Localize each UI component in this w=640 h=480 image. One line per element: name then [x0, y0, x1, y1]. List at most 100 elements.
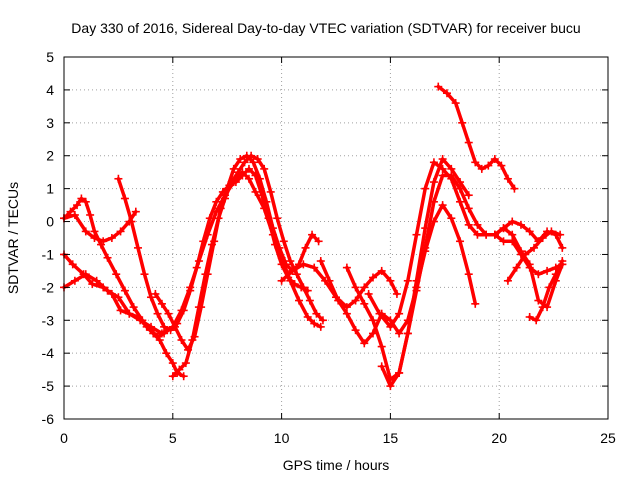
data-point — [214, 214, 223, 223]
data-point — [170, 322, 179, 331]
data-point — [464, 270, 473, 279]
data-point — [275, 243, 284, 252]
data-point — [334, 296, 343, 305]
data-point — [543, 266, 552, 275]
data-point — [244, 174, 253, 183]
y-tick-label: -3 — [42, 312, 55, 328]
data-point — [558, 243, 567, 252]
data-point — [99, 237, 108, 246]
data-point — [221, 194, 230, 203]
data-point — [456, 178, 465, 187]
series-sat-l — [377, 155, 473, 391]
data-point — [90, 234, 99, 242]
series-line — [319, 203, 478, 346]
data-point — [499, 224, 508, 233]
series-line — [436, 84, 517, 191]
data-point — [249, 158, 258, 167]
series-sat-o — [503, 227, 565, 285]
series-line — [171, 153, 325, 378]
data-point — [464, 220, 473, 229]
data-point — [266, 187, 275, 196]
data-point — [147, 326, 156, 335]
data-point — [464, 191, 473, 200]
data-point — [116, 306, 125, 315]
data-point — [179, 372, 188, 381]
data-point — [438, 155, 447, 164]
data-point — [386, 382, 395, 391]
data-point — [81, 197, 90, 206]
y-tick-label: 0 — [46, 214, 54, 230]
data-point — [70, 210, 79, 219]
data-point — [458, 118, 467, 127]
data-point — [530, 243, 539, 252]
data-point — [429, 178, 438, 187]
data-point — [70, 276, 79, 285]
data-point — [299, 260, 308, 269]
series-sat-i — [316, 201, 480, 348]
data-point — [229, 164, 238, 173]
data-point — [262, 197, 271, 206]
y-tick-label: -4 — [42, 345, 55, 361]
grid — [64, 57, 608, 419]
data-point — [260, 164, 269, 173]
data-point — [310, 263, 319, 272]
data-point — [112, 270, 121, 279]
data-point — [473, 230, 482, 239]
data-point — [342, 263, 351, 272]
data-point — [377, 266, 386, 275]
data-point — [471, 299, 480, 308]
data-point — [251, 187, 260, 196]
data-point — [305, 296, 314, 305]
data-point — [81, 270, 90, 279]
data-point — [81, 227, 90, 236]
data-point — [192, 263, 201, 272]
data-point — [244, 164, 253, 173]
x-axis-label: GPS time / hours — [283, 457, 390, 473]
data-point — [497, 161, 506, 170]
data-point — [510, 184, 519, 193]
data-point — [421, 224, 430, 233]
data-point — [447, 214, 456, 223]
data-point — [395, 368, 404, 377]
data-point — [120, 286, 129, 295]
data-point — [351, 296, 360, 305]
data-point — [471, 158, 480, 167]
data-point — [207, 240, 216, 249]
data-point — [303, 312, 312, 321]
x-tick-label: 15 — [383, 430, 399, 446]
y-axis-label: SDTVAR / TECUs — [5, 182, 21, 294]
data-point — [131, 207, 140, 216]
data-point — [162, 349, 171, 358]
data-point — [360, 339, 369, 348]
plot-frame — [63, 56, 609, 420]
data-point — [456, 237, 465, 246]
data-point — [299, 283, 308, 292]
data-point — [295, 296, 304, 305]
data-point — [247, 151, 256, 160]
data-point — [168, 372, 177, 381]
data-point — [255, 174, 264, 183]
data-point — [133, 243, 142, 252]
series-sat-h — [277, 260, 401, 312]
data-point — [125, 309, 134, 318]
y-tick-label: -1 — [42, 246, 55, 262]
series-sat-k — [364, 158, 567, 331]
y-tick-label: 2 — [46, 148, 54, 164]
data-point — [153, 309, 162, 318]
data-point — [377, 342, 386, 351]
data-point — [166, 326, 175, 335]
ticks: 0 5 10 15 20 25 -6 -5 -4 -3 -2 -1 0 1 2 3 4 5 — [42, 49, 616, 446]
x-tick-label: 20 — [491, 430, 507, 446]
data-point — [368, 316, 377, 325]
data-point — [434, 82, 443, 91]
data-point — [386, 276, 395, 285]
data-point — [177, 336, 186, 345]
data-point — [199, 237, 208, 246]
data-point — [68, 260, 77, 269]
data-point — [547, 227, 556, 236]
series-sat-m — [434, 82, 519, 193]
data-point — [377, 362, 386, 371]
y-tick-label: -5 — [42, 378, 55, 394]
data-point — [164, 309, 173, 318]
data-point — [421, 184, 430, 193]
